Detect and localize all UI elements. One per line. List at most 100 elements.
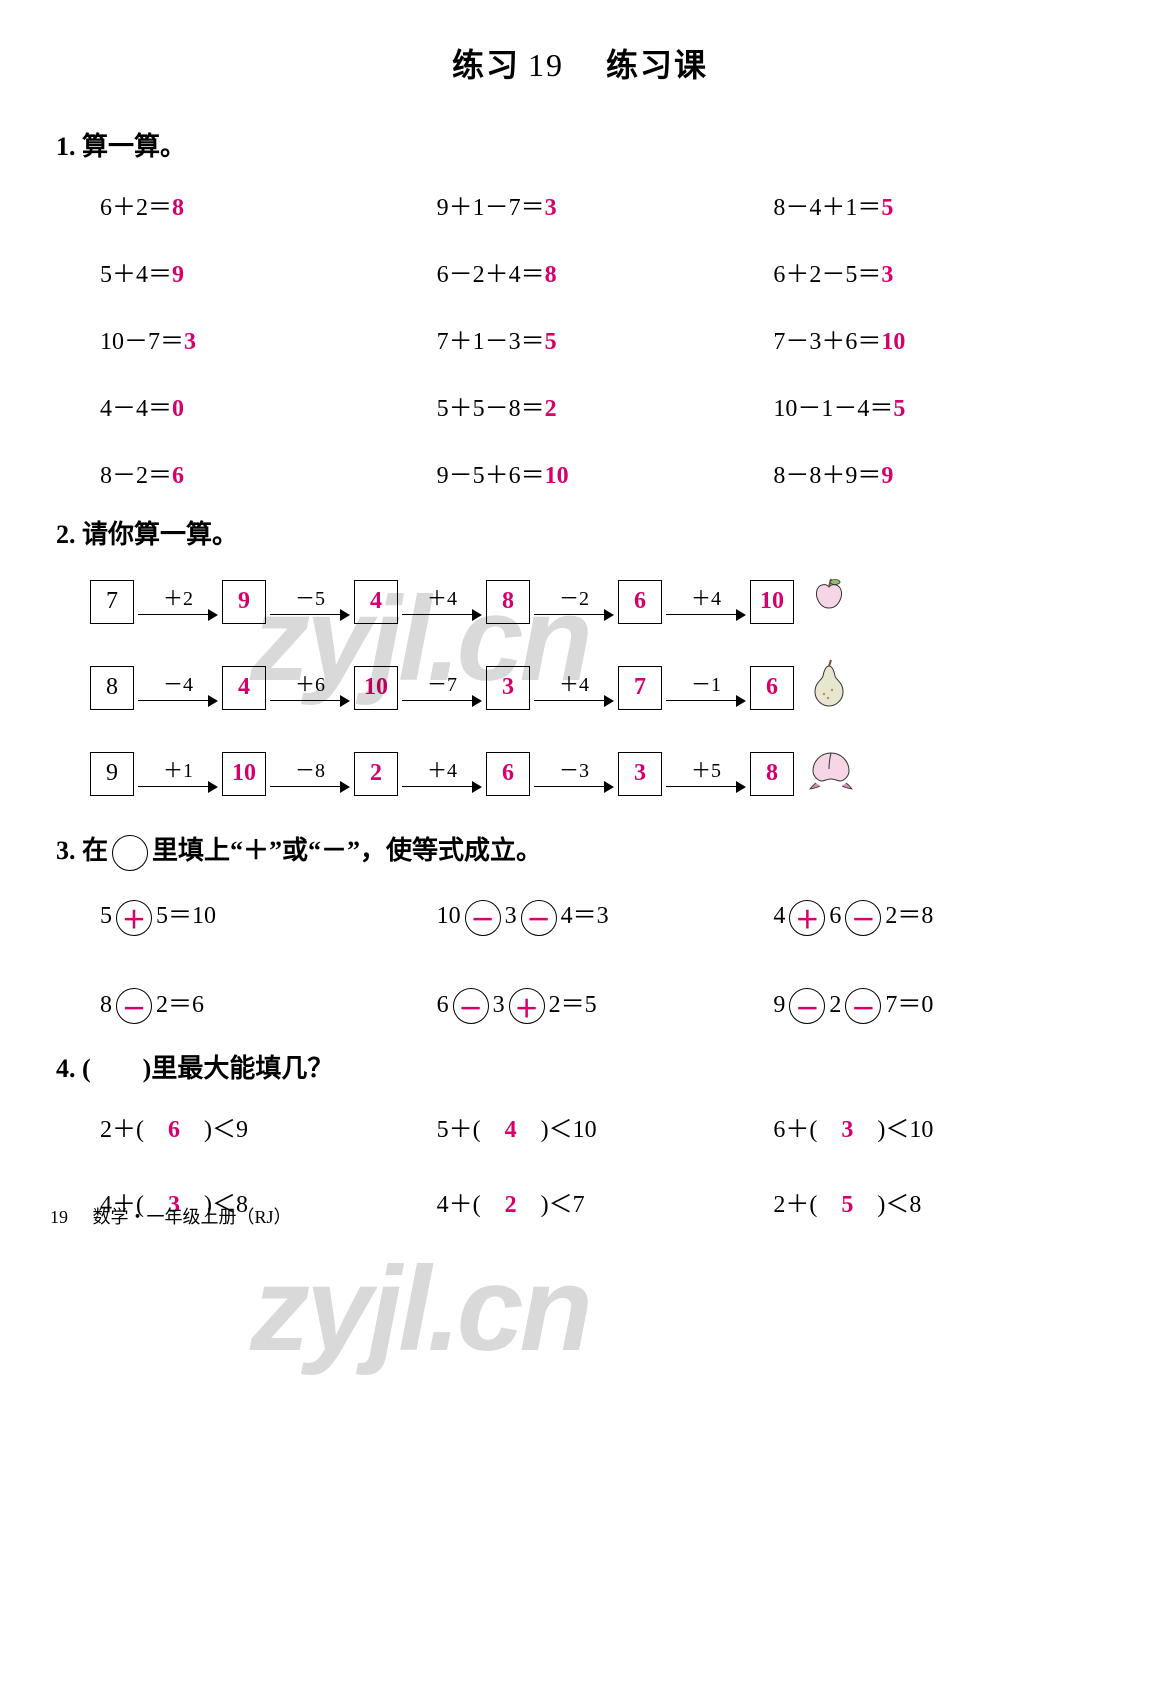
answer: 6 <box>168 1117 180 1143</box>
chain-start: 8 <box>90 666 134 710</box>
q2-chains: 7＋29－54＋48－26＋4108－44＋610－73＋47－169＋110－… <box>90 575 1110 800</box>
fill-equation: 6－3＋2＝5 <box>437 984 774 1024</box>
operator-blank: － <box>845 900 881 936</box>
equation: 10－1－4＝5 <box>773 388 1110 423</box>
operator-blank: ＋ <box>116 900 152 936</box>
q1-label: 1. 算一算。 <box>56 126 1110 163</box>
answer: 8 <box>172 195 184 221</box>
equation: 5＋4＝9 <box>100 254 437 289</box>
operator-blank: － <box>521 900 557 936</box>
arrow: ＋4 <box>398 754 486 794</box>
chain-result: 6 <box>750 666 794 710</box>
inequality: 5＋( 4 )＜10 <box>437 1109 774 1144</box>
answer: 2 <box>505 1192 517 1218</box>
chain-result: 3 <box>486 666 530 710</box>
answer: 3 <box>545 195 557 221</box>
arrow: ＋2 <box>134 582 222 622</box>
watermark: zyjl.cn <box>250 1240 589 1378</box>
arrow: －1 <box>662 668 750 708</box>
equation: 6－2＋4＝8 <box>437 254 774 289</box>
inequality: 2＋( 5 )＜8 <box>773 1184 1110 1219</box>
inequality: 2＋( 6 )＜9 <box>100 1109 437 1144</box>
inequality: 6＋( 3 )＜10 <box>773 1109 1110 1144</box>
q2-label: 2. 请你算一算。 <box>56 514 1110 551</box>
chain-row: 9＋110－82＋46－33＋58 <box>90 747 1110 800</box>
chain-row: 7＋29－54＋48－26＋410 <box>90 575 1110 628</box>
equation: 9－5＋6＝10 <box>437 455 774 490</box>
operator-blank: － <box>465 900 501 936</box>
title-prefix: 练习 <box>452 47 520 83</box>
answer: 9 <box>172 262 184 288</box>
equation: 8－8＋9＝9 <box>773 455 1110 490</box>
answer: 8 <box>545 262 557 288</box>
footer: 19 数学・一年级上册（RJ） <box>50 1203 292 1229</box>
operator-blank: － <box>789 988 825 1024</box>
operator-blank: － <box>845 988 881 1024</box>
q3-label: 3. 在里填上“＋”或“－”，使等式成立。 <box>56 830 1110 871</box>
answer: 6 <box>172 463 184 489</box>
q4-label: 4. ( )里最大能填几？ <box>56 1048 1110 1085</box>
arrow: ＋6 <box>266 668 354 708</box>
fill-equation: 10－3－4＝3 <box>437 895 774 935</box>
page-title: 练习19 练习课 <box>50 40 1110 86</box>
answer: 5 <box>545 329 557 355</box>
equation: 8－4＋1＝5 <box>773 187 1110 222</box>
pear-icon <box>806 658 852 717</box>
arrow: －7 <box>398 668 486 708</box>
answer: 5 <box>881 195 893 221</box>
title-num: 19 <box>528 47 564 83</box>
apple-icon <box>806 575 852 628</box>
equation: 6＋2－5＝3 <box>773 254 1110 289</box>
arrow: －5 <box>266 582 354 622</box>
chain-result: 4 <box>222 666 266 710</box>
chain-result: 6 <box>618 580 662 624</box>
chain-result: 10 <box>222 752 266 796</box>
chain-result: 3 <box>618 752 662 796</box>
page-number: 19 <box>50 1207 68 1227</box>
chain-result: 10 <box>750 580 794 624</box>
chain-row: 8－44＋610－73＋47－16 <box>90 658 1110 717</box>
equation: 9＋1－7＝3 <box>437 187 774 222</box>
equation: 8－2＝6 <box>100 455 437 490</box>
arrow: －8 <box>266 754 354 794</box>
chain-result: 4 <box>354 580 398 624</box>
chain-start: 9 <box>90 752 134 796</box>
equation: 7＋1－3＝5 <box>437 321 774 356</box>
answer: 10 <box>545 463 569 489</box>
inequality: 4＋( 2 )＜7 <box>437 1184 774 1219</box>
chain-result: 2 <box>354 752 398 796</box>
operator-blank: ＋ <box>509 988 545 1024</box>
q1-grid: 6＋2＝89＋1－7＝38－4＋1＝5 5＋4＝96－2＋4＝86＋2－5＝3 10… <box>100 187 1110 490</box>
equation: 5＋5－8＝2 <box>437 388 774 423</box>
arrow: －2 <box>530 582 618 622</box>
arrow: －3 <box>530 754 618 794</box>
arrow: －4 <box>134 668 222 708</box>
title-suffix: 练习课 <box>606 47 708 83</box>
fill-equation: 5＋5＝10 <box>100 895 437 935</box>
equation: 10－7＝3 <box>100 321 437 356</box>
equation: 7－3＋6＝10 <box>773 321 1110 356</box>
answer: 5 <box>841 1192 853 1218</box>
equation: 4－4＝0 <box>100 388 437 423</box>
peach-icon <box>806 747 856 800</box>
fill-equation: 8－2＝6 <box>100 984 437 1024</box>
circle-icon <box>112 835 148 871</box>
chain-result: 7 <box>618 666 662 710</box>
chain-result: 8 <box>486 580 530 624</box>
fill-equation: 4＋6－2＝8 <box>773 895 1110 935</box>
operator-blank: － <box>116 988 152 1024</box>
answer: 10 <box>881 329 905 355</box>
answer: 5 <box>893 396 905 422</box>
q3-grid: 5＋5＝1010－3－4＝34＋6－2＝8 8－2＝66－3＋2＝59－2－7＝0 <box>100 895 1110 1024</box>
chain-start: 7 <box>90 580 134 624</box>
fill-equation: 9－2－7＝0 <box>773 984 1110 1024</box>
arrow: ＋4 <box>530 668 618 708</box>
arrow: ＋4 <box>398 582 486 622</box>
answer: 4 <box>505 1117 517 1143</box>
operator-blank: ＋ <box>789 900 825 936</box>
arrow: ＋4 <box>662 582 750 622</box>
equation: 6＋2＝8 <box>100 187 437 222</box>
chain-result: 10 <box>354 666 398 710</box>
footer-text: 数学・一年级上册（RJ） <box>93 1207 292 1227</box>
answer: 3 <box>184 329 196 355</box>
